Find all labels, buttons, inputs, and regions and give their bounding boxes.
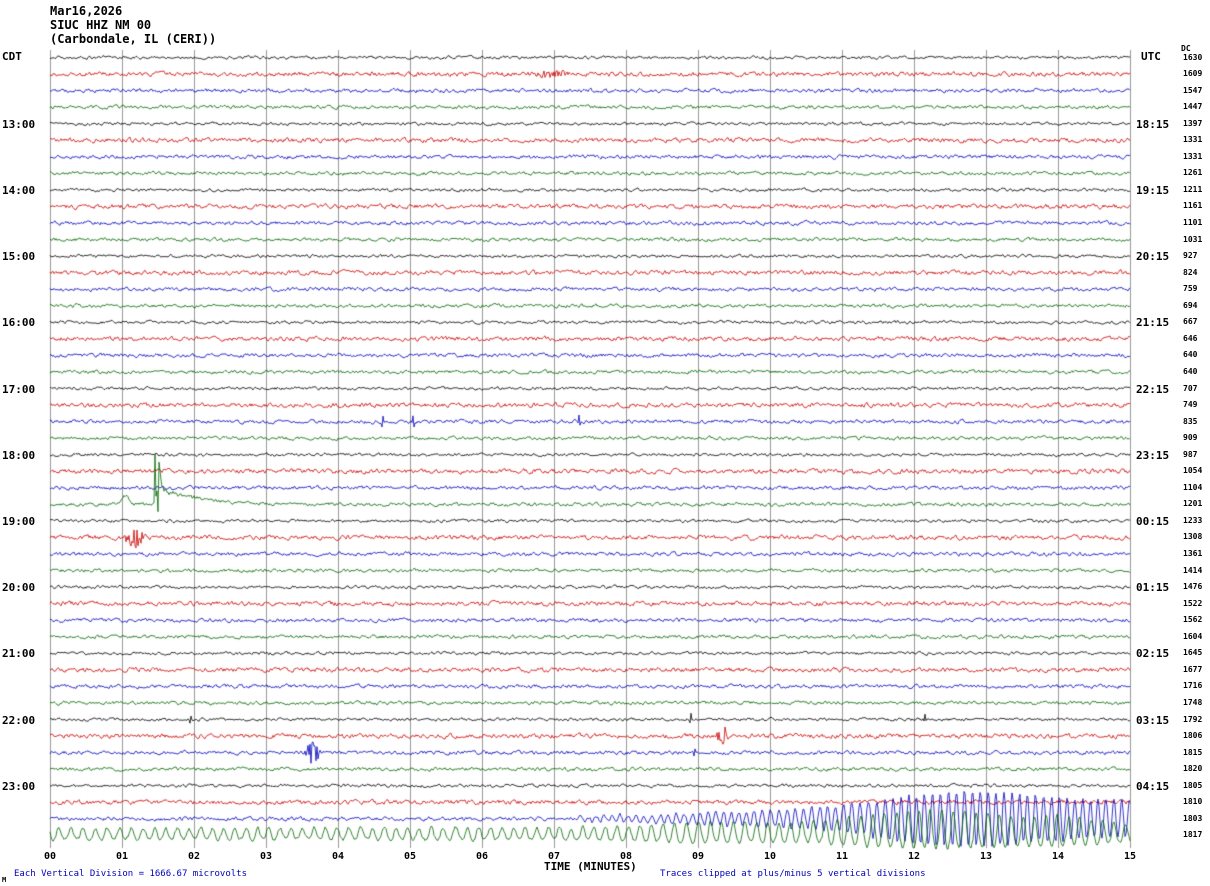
x-axis-tick-label: 15	[1123, 851, 1137, 862]
dc-value: 1630	[1183, 52, 1203, 62]
dc-value: 640	[1183, 350, 1198, 360]
x-axis-tick-label: 10	[763, 851, 777, 862]
left-time-label: 19:00	[2, 514, 36, 528]
x-axis-tick-label: 14	[1051, 851, 1065, 862]
x-axis-tick-label: 04	[331, 851, 345, 862]
dc-value: 667	[1183, 317, 1198, 327]
dc-value: 1792	[1183, 714, 1203, 724]
dc-value: 1805	[1183, 780, 1203, 790]
dc-value: 909	[1183, 433, 1198, 443]
plot-date: Mar16,2026	[50, 4, 123, 18]
dc-value: 1161	[1183, 201, 1203, 211]
left-time-label: 21:00	[2, 647, 36, 661]
dc-value: 1815	[1183, 747, 1203, 757]
dc-value: 1361	[1183, 549, 1203, 558]
dc-value: 1522	[1183, 598, 1203, 608]
dc-value: 1261	[1183, 168, 1203, 178]
left-timezone-label: CDT	[2, 50, 22, 63]
station-location: (Carbondale, IL (CERI))	[50, 32, 217, 46]
right-time-label: 19:15	[1136, 183, 1170, 197]
dc-value: 927	[1183, 251, 1198, 261]
dc-value: 694	[1183, 300, 1198, 310]
dc-value: 1054	[1183, 466, 1203, 476]
left-time-label: 14:00	[2, 183, 36, 197]
dc-value: 1331	[1183, 151, 1203, 161]
x-axis-tick-label: 01	[115, 851, 129, 862]
right-time-label: 03:15	[1136, 713, 1170, 727]
x-axis-tick-label: 00	[43, 851, 57, 862]
dc-value: 1201	[1183, 499, 1203, 509]
left-time-label: 16:00	[2, 316, 36, 330]
dc-value: 835	[1183, 416, 1198, 426]
dc-value: 987	[1183, 449, 1198, 459]
scale-note: Each Vertical Division = 1666.67 microvo…	[14, 869, 247, 879]
x-axis-tick-label: 03	[259, 851, 273, 862]
right-time-label: 04:15	[1136, 779, 1170, 793]
x-axis-tick-label: 09	[691, 851, 705, 862]
dc-value: 1104	[1183, 482, 1203, 492]
dc-value: 1810	[1183, 797, 1203, 807]
x-axis-tick-label: 12	[907, 851, 921, 862]
dc-value: 1447	[1183, 102, 1203, 112]
dc-value: 1211	[1183, 184, 1203, 194]
dc-value: 1308	[1183, 532, 1203, 542]
dc-value: 1806	[1183, 731, 1203, 741]
dc-value: 824	[1183, 267, 1198, 277]
x-axis-tick-label: 05	[403, 851, 417, 862]
dc-value: 1331	[1183, 135, 1203, 145]
left-time-label: 17:00	[2, 382, 36, 396]
dc-value: 1645	[1183, 648, 1203, 658]
right-time-label: 20:15	[1136, 250, 1170, 264]
dc-value: 759	[1183, 284, 1198, 294]
left-time-label: 23:00	[2, 779, 36, 793]
dc-value: 1748	[1183, 697, 1203, 707]
x-axis-title: TIME (MINUTES)	[544, 860, 637, 873]
dc-column-label: DC	[1181, 44, 1191, 53]
station-id: SIUC HHZ NM 00	[50, 18, 152, 32]
right-time-label: 22:15	[1136, 382, 1170, 396]
dc-value: 1414	[1183, 565, 1203, 575]
dc-value: 1817	[1183, 830, 1203, 840]
right-time-label: 02:15	[1136, 647, 1170, 661]
x-axis-tick-label: 06	[475, 851, 489, 862]
left-time-label: 13:00	[2, 117, 36, 131]
dc-value: 1604	[1183, 631, 1203, 641]
clip-note: Traces clipped at plus/minus 5 vertical …	[660, 869, 926, 879]
dc-value: 646	[1183, 333, 1198, 343]
dc-value: 1397	[1183, 118, 1203, 128]
x-axis-tick-label: 11	[835, 851, 849, 862]
dc-value: 1562	[1183, 615, 1203, 625]
dc-value: 749	[1183, 400, 1198, 410]
dc-value: 1031	[1183, 234, 1203, 244]
dc-value: 1677	[1183, 664, 1203, 674]
left-time-label: 22:00	[2, 713, 36, 727]
right-time-label: 21:15	[1136, 316, 1170, 330]
right-time-label: 01:15	[1136, 581, 1170, 595]
x-axis-tick-label: 08	[619, 851, 633, 862]
dc-value: 1803	[1183, 813, 1203, 823]
dc-value: 1233	[1183, 515, 1203, 525]
left-time-label: 18:00	[2, 448, 36, 462]
dc-value: 1820	[1183, 764, 1203, 774]
corner-mark: M	[2, 876, 7, 884]
dc-value: 640	[1183, 366, 1198, 376]
dc-value: 1101	[1183, 218, 1203, 227]
left-time-label: 20:00	[2, 581, 36, 595]
dc-value: 1547	[1183, 85, 1203, 95]
x-axis-tick-label: 13	[979, 851, 993, 862]
left-time-label: 15:00	[2, 250, 36, 264]
x-axis-tick-label: 07	[547, 851, 561, 862]
right-time-label: 18:15	[1136, 117, 1170, 131]
dc-value: 1609	[1183, 69, 1203, 79]
right-time-label: 23:15	[1136, 448, 1170, 462]
right-time-label: 00:15	[1136, 514, 1170, 528]
right-timezone-label: UTC	[1141, 50, 1161, 63]
x-axis-tick-label: 02	[187, 851, 201, 862]
dc-value: 1716	[1183, 681, 1203, 691]
dc-value: 1476	[1183, 582, 1203, 592]
dc-value: 707	[1183, 383, 1198, 393]
